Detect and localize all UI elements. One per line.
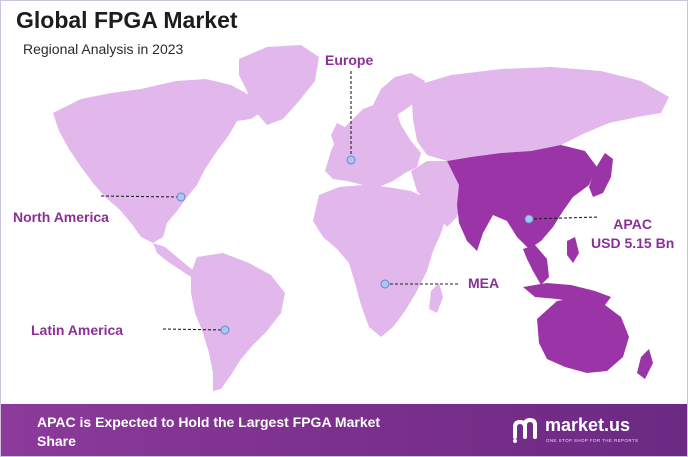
north-america-leader-line <box>100 195 182 198</box>
middle-east-landmass <box>411 161 463 227</box>
apac-se-asia-landmass <box>523 245 549 285</box>
russia-landmass <box>411 67 669 161</box>
market-us-logo-icon <box>513 417 537 443</box>
scandinavia-landmass <box>373 73 425 117</box>
north-america-landmass <box>53 79 263 243</box>
north-america-label: North America <box>13 209 109 225</box>
europe-marker <box>346 155 356 165</box>
brand-logo: market.us ONE STOP SHOP FOR THE REPORTS <box>511 412 661 448</box>
latin-america-marker <box>220 325 230 335</box>
apac-australia-landmass <box>537 297 629 373</box>
uk-landmass <box>331 123 345 147</box>
footer-banner: APAC is Expected to Hold the Largest FPG… <box>1 404 687 456</box>
apac-label: APAC USD 5.15 Bn <box>591 215 674 253</box>
mea-label: MEA <box>468 275 500 291</box>
north-america-marker <box>176 192 186 202</box>
chart-subtitle: Regional Analysis in 2023 <box>23 41 184 57</box>
apac-value: USD 5.15 Bn <box>591 235 675 251</box>
europe-label: Europe <box>325 52 374 68</box>
brand-name: market.us <box>545 415 631 435</box>
latin-america-label: Latin America <box>31 322 124 338</box>
apac-asia-landmass <box>447 145 597 251</box>
brand-tagline: ONE STOP SHOP FOR THE REPORTS <box>546 438 639 443</box>
mea-marker <box>380 279 390 289</box>
apac-marker <box>524 214 534 224</box>
madagascar-landmass <box>429 283 443 313</box>
apac-philippines-landmass <box>567 237 579 263</box>
apac-new-zealand-landmass <box>637 349 653 379</box>
apac-leader-line <box>528 216 600 220</box>
greenland-landmass <box>239 45 319 125</box>
chart-title: Global FPGA Market <box>16 7 238 33</box>
apac-japan-landmass <box>589 153 613 197</box>
europe-landmass <box>325 103 421 187</box>
latin-america-landmass <box>191 253 285 391</box>
world-map <box>53 45 669 391</box>
mea-landmass <box>313 185 447 337</box>
footer-headline: APAC is Expected to Hold the Largest FPG… <box>37 414 381 449</box>
apac-name: APAC <box>613 216 652 232</box>
latin-america-leader-line <box>162 328 226 331</box>
central-america-landmass <box>153 243 197 277</box>
